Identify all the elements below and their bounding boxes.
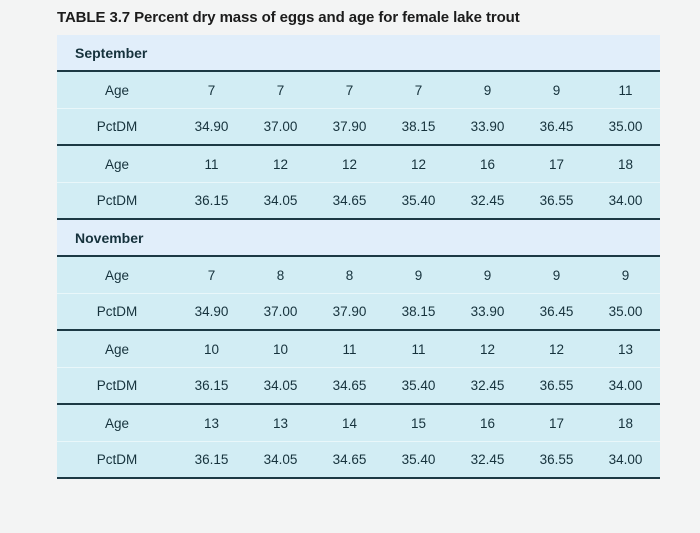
table-cell: 37.90 [332,304,367,319]
table-cell: 12 [479,341,496,357]
table-cell: 35.00 [608,304,643,319]
table-row-pctdm: PctDM 36.15 34.05 34.65 35.40 32.45 36.5… [57,368,660,405]
table-cell: 18 [617,156,634,172]
table-cell: 18 [617,415,634,431]
table-cell: 9 [483,267,492,283]
section-header-label: September [75,44,148,61]
table-cell: 36.55 [539,193,574,208]
section-header-november: November [57,220,660,257]
table-cell: 34.05 [263,193,298,208]
section-header-september: September [57,35,660,72]
table-cell: 34.05 [263,378,298,393]
row-label: Age [104,341,130,357]
table-cell: 13 [203,415,220,431]
table-cell: 34.90 [194,119,229,134]
table-cell: 36.45 [539,119,574,134]
data-table: September Age 7 7 7 7 9 9 11 PctDM 34.90… [57,35,660,479]
table-cell: 7 [345,82,354,98]
table-cell: 17 [548,156,565,172]
row-label: PctDM [96,452,138,467]
table-cell: 34.65 [332,378,367,393]
table-cell: 11 [618,82,633,98]
table-cell: 34.00 [608,193,643,208]
table-cell: 34.65 [332,452,367,467]
table-row-age: Age 11 12 12 12 16 17 18 [57,146,660,183]
table-cell: 36.55 [539,452,574,467]
table-row-pctdm: PctDM 36.15 34.05 34.65 35.40 32.45 36.5… [57,183,660,220]
table-cell: 34.00 [608,452,643,467]
table-cell: 7 [207,82,216,98]
table-cell: 11 [411,341,426,357]
table-cell: 16 [479,415,496,431]
table-cell: 10 [272,341,289,357]
table-cell: 15 [410,415,427,431]
table-cell: 38.15 [401,304,436,319]
table-row-age: Age 10 10 11 11 12 12 13 [57,331,660,368]
table-cell: 11 [342,341,357,357]
table-cell: 14 [341,415,358,431]
table-cell: 36.15 [194,378,229,393]
table-cell: 13 [272,415,289,431]
row-label: Age [104,267,130,283]
row-label: PctDM [96,193,138,208]
table-cell: 12 [548,341,565,357]
table-cell: 34.05 [263,452,298,467]
table-cell: 32.45 [470,193,505,208]
table-cell: 7 [207,267,216,283]
table-cell: 32.45 [470,452,505,467]
table-cell: 9 [552,82,561,98]
table-cell: 7 [414,82,423,98]
table-cell: 12 [272,156,289,172]
table-cell: 33.90 [470,304,505,319]
table-row-age: Age 7 8 8 9 9 9 9 [57,257,660,294]
table-cell: 8 [345,267,354,283]
table-cell: 34.65 [332,193,367,208]
table-cell: 36.55 [539,378,574,393]
page: TABLE 3.7 Percent dry mass of eggs and a… [0,9,700,479]
table-cell: 34.90 [194,304,229,319]
table-cell: 35.40 [401,378,436,393]
row-label: Age [104,156,130,172]
table-cell: 9 [483,82,492,98]
table-cell: 32.45 [470,378,505,393]
table-cell: 38.15 [401,119,436,134]
table-cell: 37.90 [332,119,367,134]
row-label: PctDM [96,304,138,319]
table-cell: 9 [552,267,561,283]
table-cell: 36.15 [194,452,229,467]
table-cell: 7 [276,82,285,98]
row-label: PctDM [96,119,138,134]
table-cell: 35.40 [401,193,436,208]
table-cell: 13 [617,341,634,357]
table-cell: 37.00 [263,119,298,134]
table-title: TABLE 3.7 Percent dry mass of eggs and a… [57,9,520,26]
table-cell: 35.00 [608,119,643,134]
table-cell: 12 [341,156,358,172]
table-cell: 12 [410,156,427,172]
table-row-pctdm: PctDM 34.90 37.00 37.90 38.15 33.90 36.4… [57,294,660,331]
row-label: Age [104,415,130,431]
table-cell: 37.00 [263,304,298,319]
table-cell: 33.90 [470,119,505,134]
section-header-label: November [75,229,144,246]
table-row-age: Age 7 7 7 7 9 9 11 [57,72,660,109]
table-cell: 36.45 [539,304,574,319]
table-row-age: Age 13 13 14 15 16 17 18 [57,405,660,442]
table-cell: 34.00 [608,378,643,393]
table-cell: 16 [479,156,496,172]
table-cell: 9 [414,267,423,283]
table-cell: 17 [548,415,565,431]
table-cell: 8 [276,267,285,283]
table-cell: 35.40 [401,452,436,467]
table-cell: 10 [203,341,220,357]
table-cell: 9 [621,267,630,283]
table-row-pctdm: PctDM 34.90 37.00 37.90 38.15 33.90 36.4… [57,109,660,146]
row-label: PctDM [96,378,138,393]
row-label: Age [104,82,130,98]
table-cell: 36.15 [194,193,229,208]
table-cell: 11 [204,156,219,172]
table-row-pctdm: PctDM 36.15 34.05 34.65 35.40 32.45 36.5… [57,442,660,479]
